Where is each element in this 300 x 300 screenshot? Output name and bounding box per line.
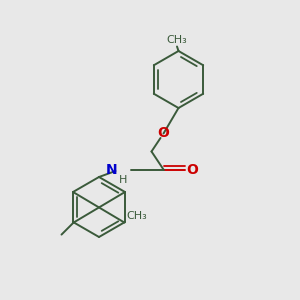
Text: CH₃: CH₃ (167, 35, 188, 45)
Text: H: H (118, 175, 127, 185)
Text: N: N (105, 163, 117, 176)
Text: O: O (158, 127, 169, 140)
Text: CH₃: CH₃ (126, 211, 147, 221)
Text: O: O (186, 163, 198, 176)
